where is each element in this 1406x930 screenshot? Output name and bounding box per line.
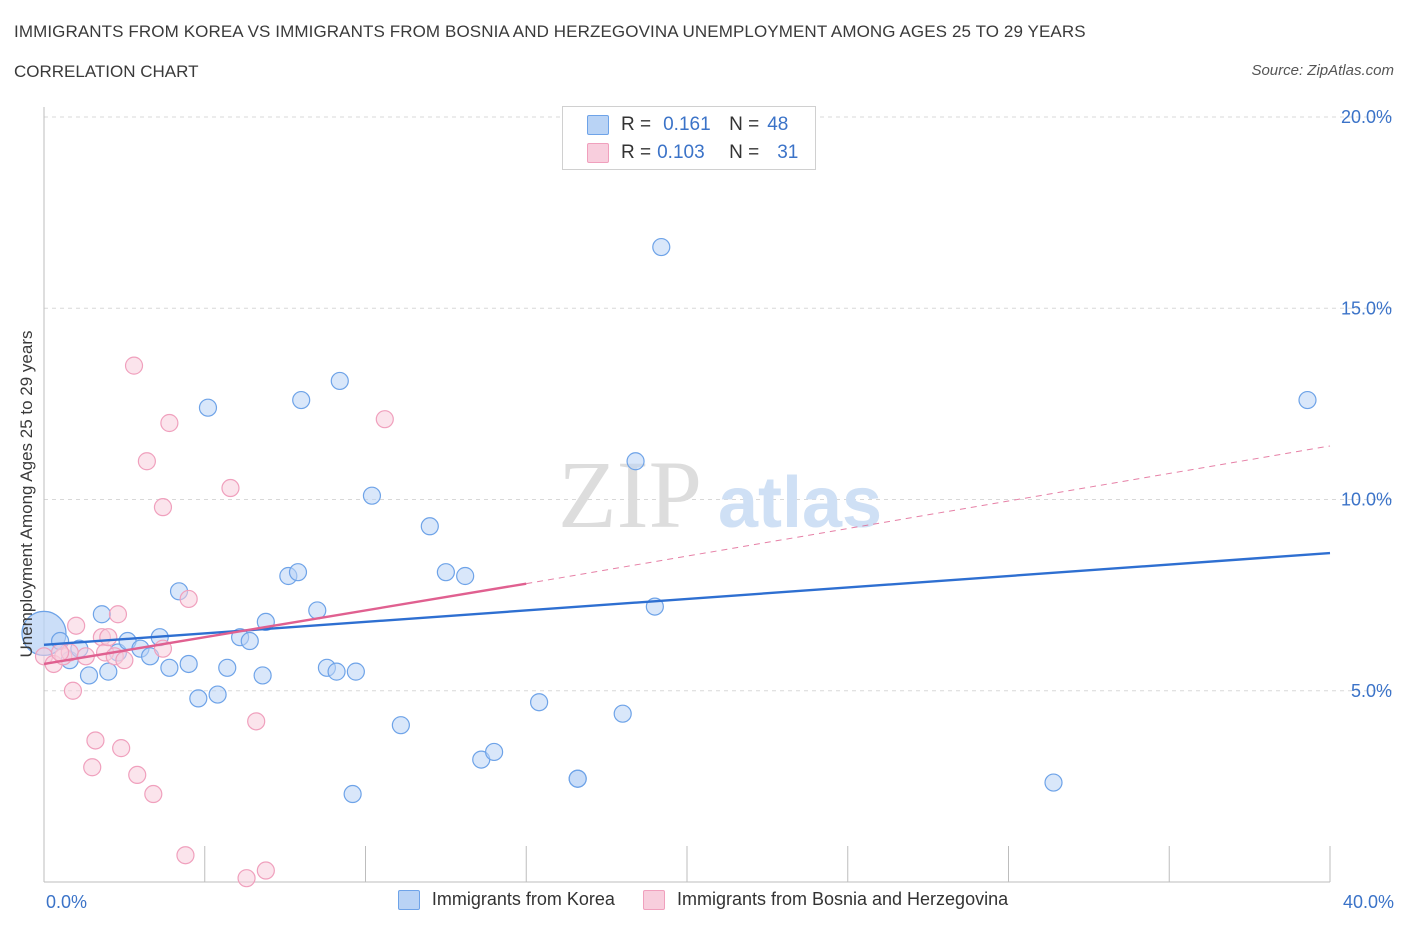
series-legend: Immigrants from Korea Immigrants from Bo… bbox=[0, 889, 1406, 910]
bosnia-point bbox=[86, 731, 105, 750]
bosnia-point bbox=[375, 410, 394, 429]
bosnia-point bbox=[99, 628, 118, 647]
legend-n-value-korea: 48 bbox=[767, 114, 789, 135]
trend-extension-bosnia bbox=[526, 445, 1331, 585]
x-tick-label: 0.0% bbox=[46, 892, 87, 912]
bosnia-point bbox=[112, 739, 131, 758]
korea-point bbox=[652, 237, 671, 257]
korea-point bbox=[362, 486, 382, 505]
korea-point bbox=[99, 662, 118, 681]
korea-point bbox=[160, 658, 179, 677]
legend-n-label: N = bbox=[729, 142, 760, 163]
legend-swatch-korea bbox=[587, 115, 609, 135]
x-tick-label: 40.0% bbox=[1343, 892, 1394, 912]
korea-point bbox=[436, 563, 455, 582]
korea-point bbox=[198, 398, 218, 417]
series-bosnia-points bbox=[34, 356, 394, 888]
y-axis-label: Unemployment Among Ages 25 to 29 years bbox=[17, 330, 36, 658]
korea-point bbox=[391, 716, 410, 735]
legend-swatch-bosnia bbox=[587, 143, 609, 163]
korea-point bbox=[79, 666, 99, 685]
stats-legend: R = 0.161 N = 48 R = 0.103 N = 31 bbox=[562, 106, 816, 170]
y-tick-label: 5.0% bbox=[1351, 681, 1392, 701]
y-tick-label: 20.0% bbox=[1341, 107, 1392, 127]
bosnia-point bbox=[108, 605, 128, 624]
legend-r-label: R = bbox=[621, 114, 652, 135]
korea-point bbox=[208, 685, 227, 704]
korea-point bbox=[456, 566, 475, 586]
chart-source: Source: ZipAtlas.com bbox=[1251, 62, 1394, 79]
legend-swatch-bosnia bbox=[642, 889, 665, 910]
korea-point bbox=[253, 666, 272, 685]
axis-ticks: 5.0% 10.0% 15.0% 20.0% 0.0% 40.0% bbox=[46, 107, 1394, 912]
korea-point bbox=[327, 662, 346, 681]
legend-r-label: R = bbox=[621, 142, 652, 163]
y-tick-label: 10.0% bbox=[1341, 490, 1392, 510]
bosnia-point bbox=[221, 478, 240, 498]
legend-r-value-korea: 0.161 bbox=[663, 114, 711, 135]
bosnia-point bbox=[115, 651, 134, 670]
korea-point bbox=[626, 452, 645, 471]
legend-r-value-bosnia: 0.103 bbox=[657, 142, 705, 163]
korea-point bbox=[568, 769, 587, 788]
bosnia-point bbox=[63, 681, 83, 700]
korea-point bbox=[420, 517, 439, 536]
korea-point bbox=[1298, 390, 1317, 410]
legend-row-bosnia: R = 0.103 N = 31 bbox=[587, 141, 798, 165]
legend-item-korea: Immigrants from Korea bbox=[397, 889, 615, 910]
watermark-atlas: atlas bbox=[718, 463, 882, 543]
korea-point bbox=[218, 658, 237, 677]
bosnia-point bbox=[137, 452, 156, 471]
bosnia-point bbox=[128, 765, 147, 785]
legend-n-value-bosnia: 31 bbox=[777, 142, 799, 163]
korea-point bbox=[346, 662, 365, 681]
axes bbox=[43, 107, 1331, 883]
legend-item-bosnia: Immigrants from Bosnia and Herzegovina bbox=[642, 889, 1009, 910]
legend-n-label: N = bbox=[729, 114, 760, 135]
korea-point bbox=[292, 390, 311, 410]
korea-point bbox=[330, 371, 349, 391]
korea-point bbox=[288, 563, 308, 582]
korea-point bbox=[485, 742, 504, 762]
korea-point bbox=[343, 784, 362, 804]
korea-point bbox=[92, 605, 111, 624]
legend-swatch-korea bbox=[397, 889, 420, 910]
bosnia-point bbox=[124, 356, 144, 375]
bosnia-point bbox=[247, 712, 266, 731]
trend-line-korea bbox=[43, 551, 1331, 647]
korea-point bbox=[530, 693, 549, 712]
series-korea-points bbox=[21, 237, 1317, 804]
legend-label-bosnia: Immigrants from Bosnia and Herzegovina bbox=[676, 889, 1009, 909]
korea-point bbox=[240, 631, 259, 651]
legend-label-korea: Immigrants from Korea bbox=[431, 889, 615, 909]
grid-lines bbox=[44, 116, 1394, 692]
korea-point bbox=[189, 689, 208, 708]
trend-lines bbox=[43, 445, 1331, 666]
bosnia-point bbox=[160, 413, 179, 433]
bosnia-point bbox=[153, 498, 173, 517]
chart-title: IMMIGRANTS FROM KOREA VS IMMIGRANTS FROM… bbox=[14, 22, 1086, 41]
bosnia-point bbox=[144, 784, 163, 804]
chart-subtitle: CORRELATION CHART bbox=[14, 62, 199, 81]
korea-point bbox=[1044, 773, 1063, 792]
korea-point bbox=[613, 704, 632, 723]
korea-point bbox=[179, 654, 198, 674]
legend-row-korea: R = 0.161 N = 48 bbox=[587, 113, 788, 137]
bosnia-point bbox=[67, 616, 86, 635]
bosnia-point bbox=[50, 643, 70, 662]
bosnia-point bbox=[237, 869, 256, 888]
trend-line-bosnia bbox=[43, 582, 527, 666]
bosnia-point bbox=[176, 846, 195, 865]
y-tick-label: 15.0% bbox=[1341, 298, 1392, 318]
bosnia-point bbox=[256, 861, 275, 880]
bosnia-point bbox=[83, 758, 102, 777]
bosnia-point bbox=[179, 589, 198, 609]
